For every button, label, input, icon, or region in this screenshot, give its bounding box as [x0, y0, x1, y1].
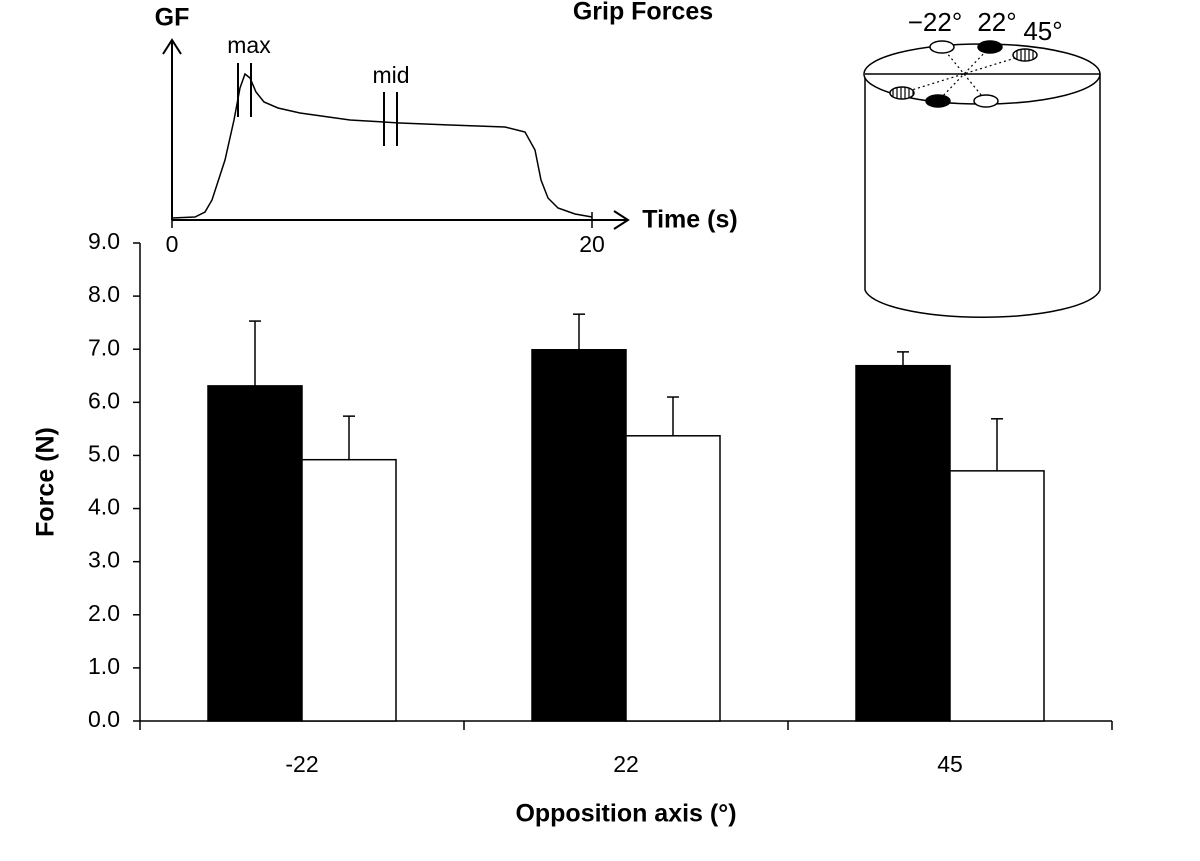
y-tick-label: 5.0 — [88, 441, 120, 467]
inset-x-arrow — [613, 210, 630, 230]
inset — [162, 38, 630, 230]
bar — [625, 435, 721, 722]
y-tick-label: 8.0 — [88, 281, 120, 307]
bar — [207, 385, 303, 722]
marker-label: mid — [372, 62, 409, 88]
bar — [531, 349, 627, 722]
x-tick-label: 45 — [937, 751, 963, 777]
inset-y-arrow — [162, 38, 182, 55]
x-tick-label: -22 — [285, 751, 318, 777]
contact — [1012, 48, 1038, 62]
cylinder-body — [864, 74, 1101, 318]
x-tick-label: 22 — [613, 751, 639, 777]
bar — [301, 458, 397, 722]
y-tick-label: 7.0 — [88, 334, 120, 360]
y-tick-label: 2.0 — [88, 600, 120, 626]
contact — [889, 86, 915, 100]
chart-title: Grip Forces — [573, 0, 713, 26]
contact — [925, 94, 951, 108]
axis-line — [941, 46, 987, 102]
bar — [855, 364, 951, 722]
cylinder — [863, 40, 1101, 318]
inset-tick-label: 20 — [579, 231, 605, 257]
axis-line — [901, 54, 1026, 94]
contact — [973, 94, 999, 108]
inset-x-label: Time (s) — [642, 206, 737, 234]
y-tick-label: 1.0 — [88, 653, 120, 679]
inset-tick-label: 0 — [166, 231, 179, 257]
angle-label: 45° — [1023, 16, 1062, 46]
bar — [949, 470, 1045, 722]
contact — [977, 40, 1003, 54]
inset-y-label: GF — [155, 4, 190, 32]
y-axis-label: Force (N) — [32, 427, 60, 537]
y-tick-label: 4.0 — [88, 494, 120, 520]
contact — [929, 40, 955, 54]
x-axis-label: Opposition axis (°) — [515, 800, 736, 828]
angle-label: 22° — [977, 7, 1016, 37]
y-tick-label: 3.0 — [88, 547, 120, 573]
angle-label: −22° — [908, 7, 963, 37]
y-tick-label: 0.0 — [88, 706, 120, 732]
marker-label: max — [227, 32, 271, 58]
y-tick-label: 9.0 — [88, 228, 120, 254]
inset-curve — [171, 72, 593, 219]
y-tick-label: 6.0 — [88, 387, 120, 413]
